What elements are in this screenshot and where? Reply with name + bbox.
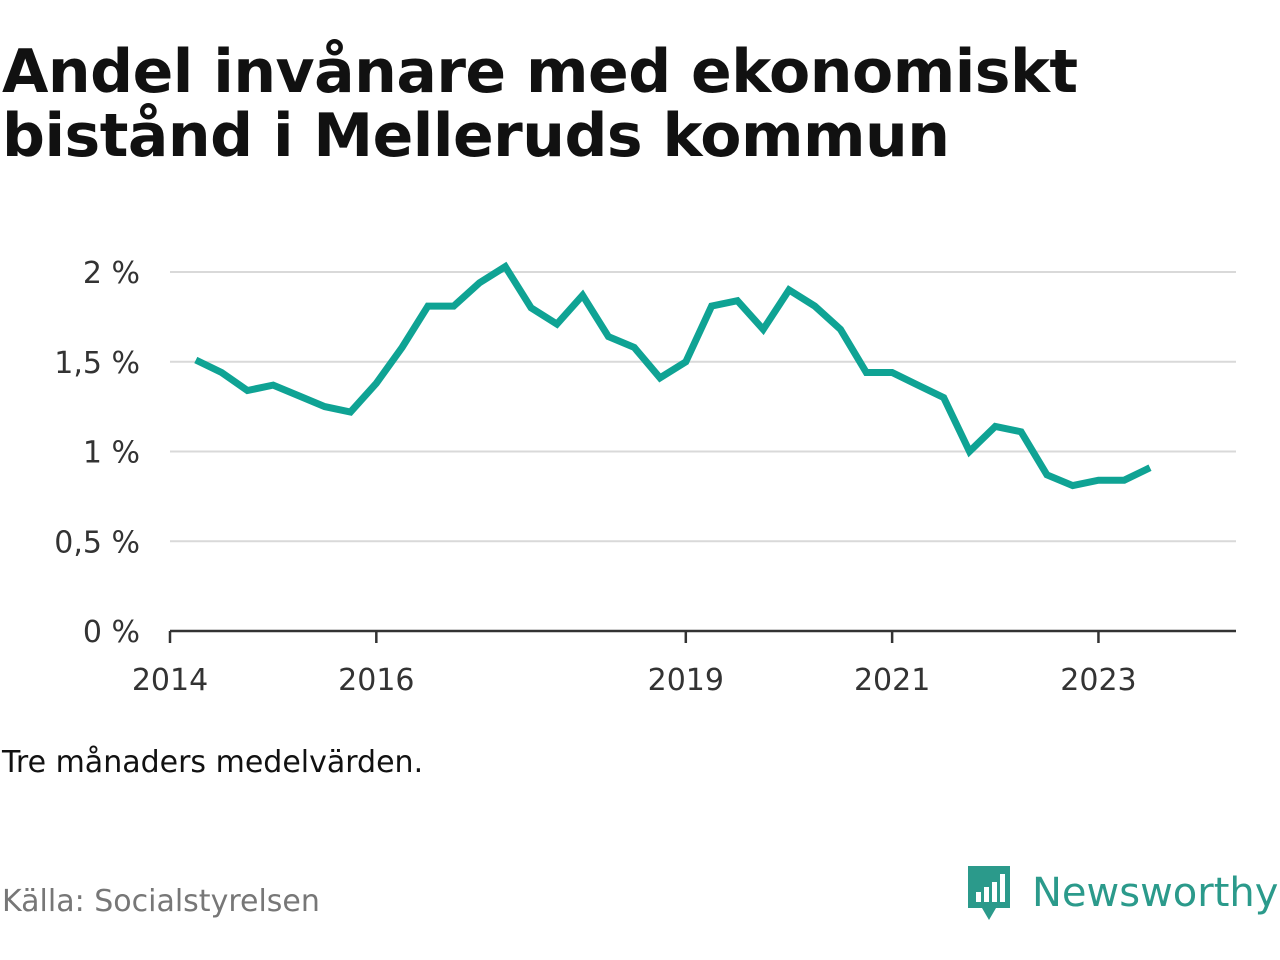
data-point: [579, 292, 586, 299]
data-point: [1043, 471, 1050, 478]
data-point: [450, 303, 457, 310]
data-point: [424, 303, 431, 310]
source-credit: Källa: Socialstyrelsen: [2, 884, 320, 919]
y-tick-label: 0,5 %: [54, 525, 140, 560]
data-point: [811, 303, 818, 310]
x-tick-label: 2023: [1060, 663, 1136, 698]
data-point: [889, 369, 896, 376]
brand-name: Newsworthy: [1032, 870, 1279, 916]
data-point: [605, 333, 612, 340]
gridlines: [170, 271, 1236, 543]
x-tick-label: 2019: [648, 663, 724, 698]
newsworthy-logo-icon: [968, 866, 1010, 920]
data-point: [863, 369, 870, 376]
data-points: [192, 263, 1153, 489]
data-point: [1018, 428, 1025, 435]
brand-logo: Newsworthy: [964, 862, 1278, 924]
data-point: [1121, 477, 1128, 484]
data-point: [734, 297, 741, 304]
data-point: [1095, 477, 1102, 484]
data-point: [992, 423, 999, 430]
data-point: [631, 344, 638, 351]
data-point: [914, 382, 921, 389]
chart-note: Tre månaders medelvärden.: [2, 745, 424, 780]
data-point: [476, 279, 483, 286]
data-point: [347, 409, 354, 416]
data-point: [657, 374, 664, 381]
y-tick-label: 0 %: [83, 615, 140, 650]
chart-title-line-2: bistånd i Melleruds kommun: [2, 101, 950, 171]
x-axis-labels: 2014 2016 2019 2021 2023: [132, 663, 1137, 698]
chart-title: Andel invånare med ekonomiskt bistånd i …: [2, 40, 1262, 168]
y-tick-label: 1,5 %: [54, 346, 140, 381]
data-point: [218, 369, 225, 376]
data-point: [682, 358, 689, 365]
data-point: [966, 448, 973, 455]
series-line: [194, 261, 1152, 490]
data-point: [760, 326, 767, 333]
y-axis-labels: 0 % 0,5 % 1 % 1,5 % 2 %: [54, 256, 140, 650]
data-point: [1069, 482, 1076, 489]
data-point: [553, 321, 560, 328]
data-point: [786, 286, 793, 293]
x-tick-label: 2014: [132, 663, 208, 698]
data-point: [837, 326, 844, 333]
data-point: [1147, 464, 1154, 471]
y-tick-label: 2 %: [83, 256, 140, 291]
data-point: [321, 403, 328, 410]
data-point: [244, 387, 251, 394]
data-point: [940, 394, 947, 401]
data-point: [528, 304, 535, 311]
x-tick-label: 2016: [338, 663, 414, 698]
data-point: [296, 392, 303, 399]
data-point: [399, 344, 406, 351]
data-point: [192, 357, 199, 364]
x-tick-label: 2021: [854, 663, 930, 698]
data-point: [708, 303, 715, 310]
x-axis-ticks: [168, 631, 1100, 643]
data-point: [373, 380, 380, 387]
chart-title-line-1: Andel invånare med ekonomiskt: [2, 37, 1078, 107]
data-point: [502, 263, 509, 270]
y-tick-label: 1 %: [83, 436, 140, 471]
data-point: [270, 382, 277, 389]
